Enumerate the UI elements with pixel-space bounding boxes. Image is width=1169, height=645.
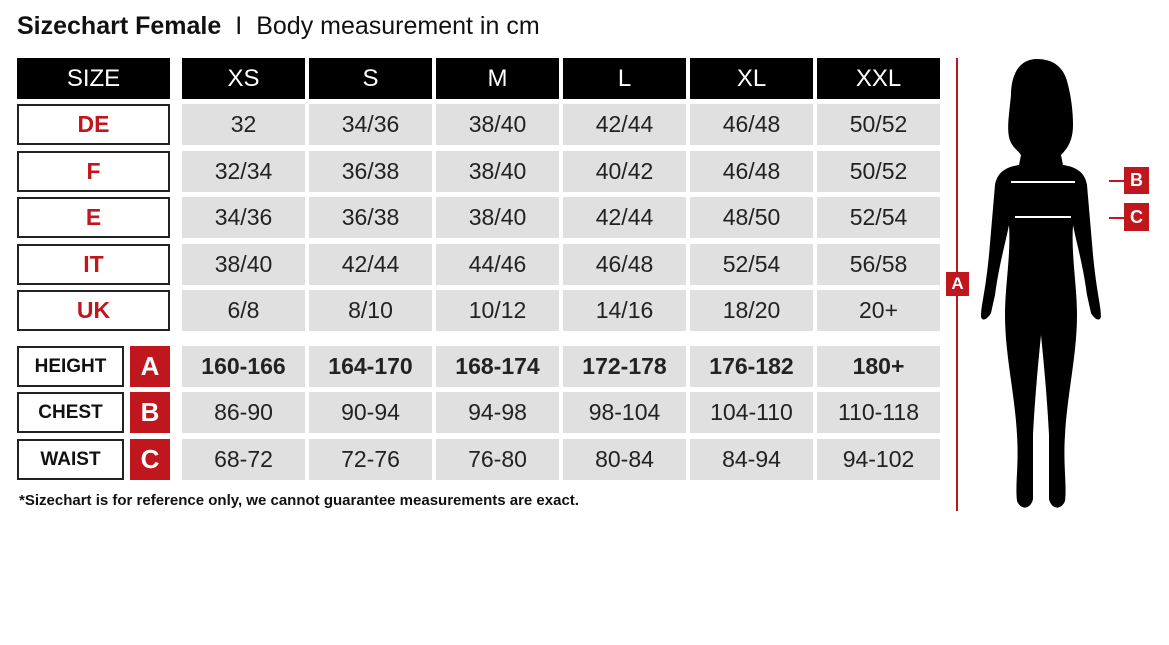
size-cell: 46/48 [690,104,813,145]
measurement-key-badge: C [130,439,170,480]
size-column-header: L [563,58,686,99]
measurement-cell: 72-76 [309,439,432,480]
measurement-label: WAIST [17,439,124,480]
size-column-header: M [436,58,559,99]
title-main: Sizechart Female [17,12,222,40]
size-cell: 46/48 [690,151,813,192]
country-label: F [17,151,170,192]
measurement-cell: 90-94 [309,392,432,433]
size-cell: 52/54 [690,244,813,285]
title-separator: I [235,12,243,40]
size-cell: 32 [182,104,305,145]
measurement-cell: 160-166 [182,346,305,387]
size-cell: 8/10 [309,290,432,331]
waist-marker-c: C [1124,203,1149,231]
size-cell: 42/44 [563,104,686,145]
size-cell: 48/50 [690,197,813,238]
country-label: E [17,197,170,238]
size-cell: 38/40 [436,197,559,238]
size-cell: 42/44 [309,244,432,285]
measurement-cell: 68-72 [182,439,305,480]
measurement-cell: 176-182 [690,346,813,387]
measurement-cell: 76-80 [436,439,559,480]
size-cell: 38/40 [436,151,559,192]
size-cell: 20+ [817,290,940,331]
measurement-cell: 180+ [817,346,940,387]
country-label: UK [17,290,170,331]
size-cell: 36/38 [309,151,432,192]
size-cell: 56/58 [817,244,940,285]
size-header: SIZE [17,58,170,99]
height-marker-a: A [946,272,969,296]
size-cell: 10/12 [436,290,559,331]
size-column-header: S [309,58,432,99]
measurement-cell: 172-178 [563,346,686,387]
size-cell: 6/8 [182,290,305,331]
size-cell: 34/36 [182,197,305,238]
size-cell: 14/16 [563,290,686,331]
size-column-header: XXL [817,58,940,99]
page-title: Sizechart Female I Body measurement in cm [17,12,540,41]
measurement-cell: 104-110 [690,392,813,433]
size-cell: 32/34 [182,151,305,192]
size-cell: 44/46 [436,244,559,285]
measurement-label: CHEST [17,392,124,433]
size-cell: 42/44 [563,197,686,238]
chest-marker-b: B [1124,167,1149,194]
measurement-cell: 168-174 [436,346,559,387]
measurement-key-badge: B [130,392,170,433]
waist-tick [1109,217,1124,219]
size-cell: 40/42 [563,151,686,192]
measurement-cell: 98-104 [563,392,686,433]
size-cell: 36/38 [309,197,432,238]
measurement-cell: 94-102 [817,439,940,480]
size-cell: 38/40 [436,104,559,145]
measurement-key-badge: A [130,346,170,387]
measurement-cell: 86-90 [182,392,305,433]
size-cell: 46/48 [563,244,686,285]
measurement-cell: 110-118 [817,392,940,433]
title-subtitle: Body measurement in cm [256,12,540,40]
measurement-label: HEIGHT [17,346,124,387]
size-cell: 50/52 [817,104,940,145]
measurement-cell: 164-170 [309,346,432,387]
footnote: *Sizechart is for reference only, we can… [19,492,579,509]
size-cell: 34/36 [309,104,432,145]
female-silhouette [981,59,1101,508]
country-label: DE [17,104,170,145]
measurement-cell: 94-98 [436,392,559,433]
size-cell: 52/54 [817,197,940,238]
size-cell: 18/20 [690,290,813,331]
measurement-cell: 80-84 [563,439,686,480]
country-label: IT [17,244,170,285]
size-cell: 50/52 [817,151,940,192]
chest-tick [1109,180,1124,182]
measurement-cell: 84-94 [690,439,813,480]
size-column-header: XL [690,58,813,99]
size-cell: 38/40 [182,244,305,285]
size-column-header: XS [182,58,305,99]
